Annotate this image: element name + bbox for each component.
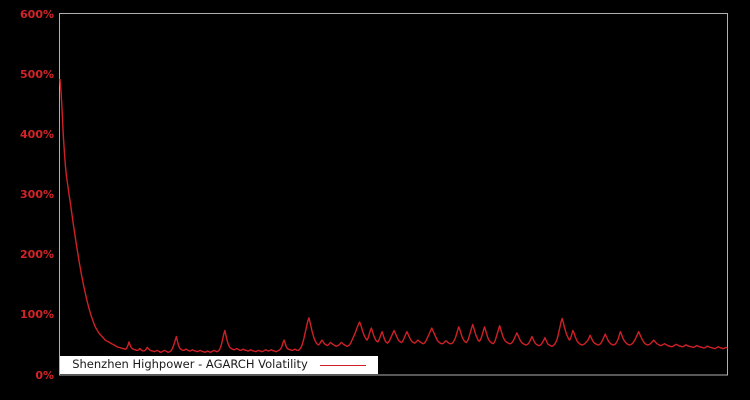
volatility-line	[59, 78, 728, 353]
ytick-label-200: 200%	[20, 248, 54, 261]
chart-legend[interactable]: Shenzhen Highpower - AGARCH Volatility	[60, 356, 378, 374]
ytick-label-400: 400%	[20, 128, 54, 141]
ytick-label-500: 500%	[20, 68, 54, 81]
plot-frame	[59, 13, 728, 376]
ytick-label-600: 600%	[20, 8, 54, 21]
series-group	[59, 78, 728, 353]
ytick-label-300: 300%	[20, 188, 54, 201]
ytick-label-0: 0%	[35, 369, 54, 382]
legend-label: Shenzhen Highpower - AGARCH Volatility	[72, 357, 308, 372]
ytick-label-100: 100%	[20, 308, 54, 321]
legend-line-sample	[319, 364, 366, 366]
